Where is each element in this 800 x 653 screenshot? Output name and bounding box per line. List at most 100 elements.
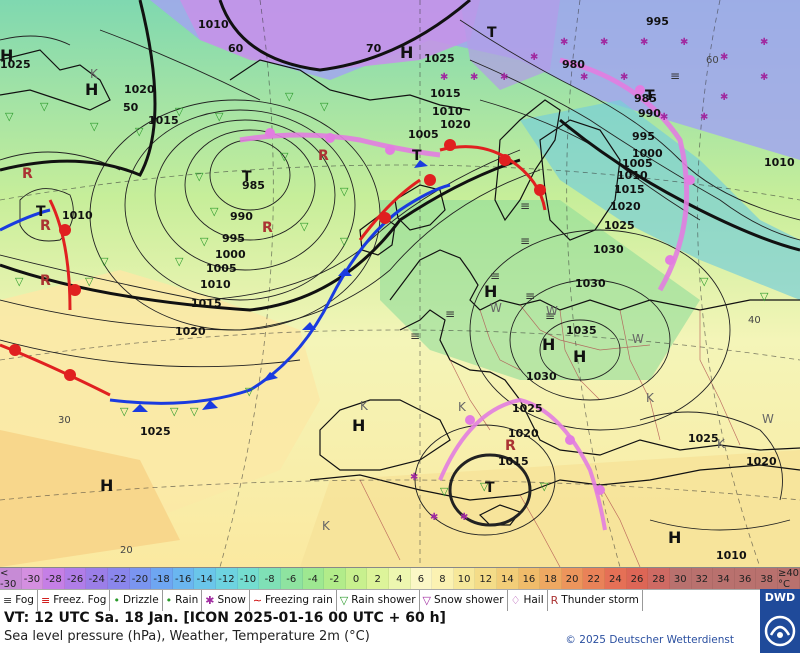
scandinavia-cold-zone [520,100,800,300]
fog-symbols: ≡ ≡ ≡ ≡ ≡ ≡ ≡ ≡ [410,69,680,343]
svg-text:1025: 1025 [140,425,171,438]
contour-labels: 1015 1010 985 990 995 1000 1005 1010 101… [430,87,663,256]
weather-map: ▽▽▽ ▽ ▽ ▽▽▽ ▽▽▽▽ ▽▽▽▽ ▽ ▽ ▽▽ ▽ ▽▽ ▽ ▽▽ ▽▽ ✱ ✱ ✱✱… [0,0,800,567]
svg-text:995: 995 [222,232,245,245]
legend-symbol-icon: ≡ [40,594,51,607]
svg-text:✱: ✱ [620,72,628,83]
temperature-scale-cell: 16 [518,568,541,590]
svg-text:✱: ✱ [530,52,538,63]
legend-symbol-icon: ▽ [422,594,431,607]
svg-text:1035: 1035 [566,324,597,337]
temperature-scale-cell: -20 [129,568,152,590]
svg-text:▽: ▽ [480,480,489,493]
svg-text:1015: 1015 [430,87,461,100]
svg-text:H: H [400,43,413,62]
temperature-scale-cell: -8 [259,568,281,590]
rain-shower-symbols: ▽ ▽ ▽ ▽ ▽ ▽ ▽ ▽ ▽ ▽ ▽ ▽ ▽ ▽ ▽ ▽ ▽ ▽ ▽ ▽ ▽ ▽ ▽ ▽ ▽ ▽ ▽ ▽ [5,90,769,498]
temperature-scale-cell: 20 [561,568,584,590]
temperature-scale-cell: 10 [453,568,476,590]
svg-text:▽: ▽ [120,405,129,418]
svg-text:▽: ▽ [540,480,549,493]
svg-text:≡: ≡ [445,307,455,321]
svg-text:▽: ▽ [340,235,349,248]
snow-symbols: ✱ ✱ ✱ ✱ ✱ ✱ ✱ ✱ ✱ ✱ ✱ ✱ ✱ ✱ ✱ ✱ ✱ ✱ ✱ [410,37,768,523]
legend-item: • Rain [163,590,203,611]
svg-text:985: 985 [242,179,265,192]
svg-text:≡: ≡ [490,269,500,283]
front-symbols [132,160,428,412]
svg-text:✱: ✱ [560,37,568,48]
svg-text:1030: 1030 [575,277,606,290]
svg-text:1010: 1010 [764,156,795,169]
cold-front [109,183,451,405]
svg-text:1010: 1010 [432,105,463,118]
temperature-scale-cell: 28 [648,568,670,590]
svg-text:▽: ▽ [245,385,254,398]
svg-text:R: R [262,220,273,236]
svg-text:▽: ▽ [175,105,184,118]
legend-symbol-icon: ♢ [510,594,521,607]
svg-text:1010: 1010 [62,209,93,222]
svg-text:▽: ▽ [210,205,219,218]
temperature-scale-cell: -26 [64,568,87,590]
svg-text:1025: 1025 [688,432,719,445]
svg-text:≡: ≡ [670,69,680,83]
svg-text:✱: ✱ [700,112,708,123]
svg-text:1025: 1025 [0,58,31,71]
svg-text:R: R [40,218,51,234]
svg-text:1000: 1000 [215,248,246,261]
temperature-scale-cell: -12 [216,568,238,590]
svg-text:✱: ✱ [720,52,728,63]
temperature-scale-cell: 0 [345,568,368,590]
svg-text:▽: ▽ [440,485,449,498]
svg-text:R: R [22,166,33,182]
svg-text:K: K [717,437,726,451]
country-borders [359,304,741,567]
svg-text:≡: ≡ [520,199,530,213]
svg-text:1010: 1010 [617,169,648,182]
temperature-scale: < -30 -30 -28 -26 -24 -22 -20 -18 -16 -14 -12 -10 -8… [0,567,800,590]
svg-text:▽: ▽ [190,405,199,418]
svg-text:H: H [573,347,586,366]
svg-text:▽: ▽ [5,110,14,123]
temperature-scale-cell: -28 [43,568,65,590]
svg-text:✱: ✱ [580,72,588,83]
weather-legend: ≡ Fog ≡ Freez. Fog • Drizzle • Rain ✱ Snow ∼ Freezi… [0,589,760,611]
svg-text:▽: ▽ [85,275,94,288]
legend-symbol-icon: • [113,594,120,607]
isobars [0,19,800,536]
temperature-scale-cell: 24 [605,568,627,590]
temperature-scale-cell: 38 [756,568,778,590]
svg-text:▽: ▽ [170,405,179,418]
svg-text:1020: 1020 [746,455,777,468]
legend-item: ∼ Freezing rain [250,590,337,611]
svg-text:T: T [412,148,422,164]
legend-item: ≡ Freez. Fog [38,590,111,611]
temperature-scale-cell: -30 [21,568,44,590]
temperature-scale-cell: -16 [172,568,195,590]
svg-text:1005: 1005 [622,157,653,170]
svg-text:T: T [242,169,252,185]
svg-text:1015: 1015 [148,114,179,127]
pressure-centers: H H H H H H H H H T T T T T T [0,25,681,547]
front-atlantic-west [48,199,72,311]
legend-label: Freez. Fog [53,594,107,606]
legend-symbol-icon: ▽ [339,594,349,607]
warm-front-north [358,178,421,241]
svg-text:≡: ≡ [520,234,530,248]
north-africa-warm-zone [300,450,800,567]
svg-text:▽: ▽ [340,185,349,198]
thunderstorm-symbols: R R R R R R [22,148,516,454]
legend-item: ≡ Fog [0,590,38,611]
svg-text:1030: 1030 [526,370,557,383]
temperature-scale-cell: 8 [432,568,454,590]
svg-text:W: W [546,304,558,318]
map-subtitle: Sea level pressure (hPa), Weather, Tempe… [4,629,370,644]
temperature-scale-cell: 36 [734,568,757,590]
svg-text:≡: ≡ [525,289,535,303]
southwest-warm-zone [0,430,180,567]
svg-text:70: 70 [366,42,382,55]
svg-text:✱: ✱ [430,512,438,523]
iceland-cold-zone [460,0,560,90]
svg-text:✱: ✱ [680,37,688,48]
